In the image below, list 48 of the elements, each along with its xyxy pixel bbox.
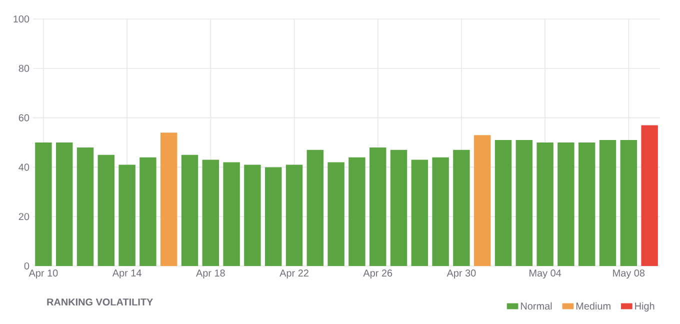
y-tick-label: 80 <box>18 64 30 72</box>
bar <box>286 164 303 266</box>
bar <box>98 154 115 266</box>
text: RANKING VOLATILITY <box>47 298 153 306</box>
x-tick-label: Apr 14 <box>112 270 142 278</box>
bar <box>181 154 198 266</box>
bar <box>620 140 638 266</box>
bar <box>516 140 533 266</box>
x-tick-label: Apr 22 <box>280 270 308 279</box>
y-tick-label: 0 <box>24 262 30 270</box>
bar <box>578 142 596 266</box>
bar <box>453 150 470 266</box>
bar <box>599 140 616 266</box>
bar <box>244 164 261 266</box>
bar <box>202 160 220 266</box>
bar <box>369 147 386 266</box>
bar <box>390 150 408 266</box>
y-tick-label: 60 <box>18 114 30 122</box>
bar <box>474 135 491 266</box>
x-tick-label: Apr 10 <box>28 270 58 279</box>
y-tick-label: 100 <box>14 15 30 23</box>
bar <box>536 142 554 266</box>
x-tick-label: Apr 18 <box>196 270 225 279</box>
y-tick-label: 20 <box>18 213 30 220</box>
legend-label: Normal <box>521 302 552 310</box>
bar <box>411 160 428 266</box>
bar <box>160 132 178 266</box>
bar <box>348 157 366 266</box>
bar <box>328 162 344 266</box>
x-tick-label: May 08 <box>613 270 645 279</box>
x-tick-label: Apr 30 <box>446 270 476 279</box>
bar <box>56 142 73 266</box>
legend-label: High <box>635 302 654 312</box>
legend-label: Medium <box>576 302 610 310</box>
bar <box>118 164 136 266</box>
bar <box>140 157 156 266</box>
bar <box>641 125 658 266</box>
bar <box>306 150 324 266</box>
bar <box>76 147 94 266</box>
bar <box>223 162 240 266</box>
bar <box>264 167 282 266</box>
bar <box>35 142 52 266</box>
x-tick-label: May 04 <box>530 270 562 279</box>
x-tick-label: Apr 26 <box>363 270 392 279</box>
y-tick-label: 40 <box>18 164 30 171</box>
bar <box>494 140 512 266</box>
bar <box>432 157 449 266</box>
bar <box>558 142 574 266</box>
